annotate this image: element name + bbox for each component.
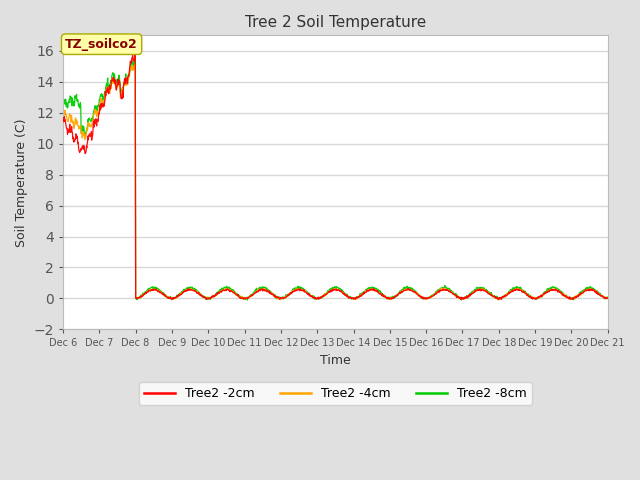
Title: Tree 2 Soil Temperature: Tree 2 Soil Temperature	[244, 15, 426, 30]
Y-axis label: Soil Temperature (C): Soil Temperature (C)	[15, 118, 28, 247]
Text: TZ_soilco2: TZ_soilco2	[65, 38, 138, 51]
Legend: Tree2 -2cm, Tree2 -4cm, Tree2 -8cm: Tree2 -2cm, Tree2 -4cm, Tree2 -8cm	[139, 383, 532, 406]
X-axis label: Time: Time	[320, 354, 351, 367]
